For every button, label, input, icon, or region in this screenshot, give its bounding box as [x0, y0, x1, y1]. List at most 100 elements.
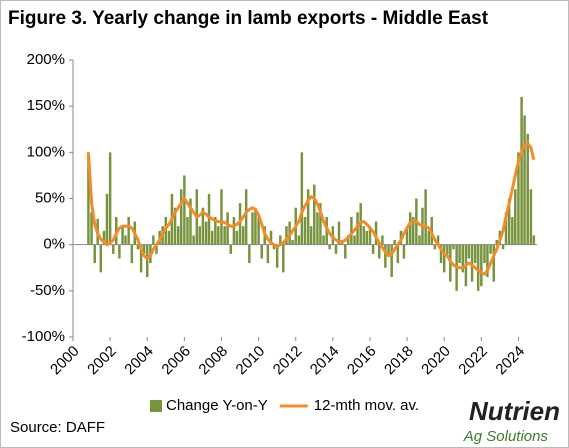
bar: [526, 133, 529, 245]
bar: [183, 175, 186, 245]
bar: [248, 244, 251, 264]
bar: [201, 207, 205, 245]
bar: [220, 189, 223, 245]
bar: [303, 216, 307, 245]
bar: [393, 240, 396, 245]
bar: [476, 244, 480, 291]
y-tick-label: 0%: [43, 236, 65, 253]
bar: [124, 235, 127, 245]
bar: [297, 235, 301, 245]
bar: [214, 216, 217, 245]
bar: [291, 240, 294, 245]
bar: [127, 216, 130, 245]
bar: [306, 189, 310, 245]
bar: [411, 216, 415, 245]
bar: [452, 244, 455, 250]
bar: [179, 189, 183, 245]
bar: [155, 244, 158, 254]
bar: [167, 230, 171, 245]
bar: [257, 216, 260, 245]
bar: [483, 244, 486, 264]
bar: [495, 240, 498, 245]
bar: [238, 203, 242, 245]
bar: [427, 230, 431, 245]
bar: [408, 212, 412, 245]
bar: [492, 244, 495, 282]
bar: [105, 193, 109, 245]
bar: [285, 226, 288, 245]
bar: [313, 184, 316, 245]
bar: [353, 235, 356, 245]
bar: [254, 207, 257, 245]
bar: [371, 244, 375, 254]
bar: [418, 235, 421, 245]
bar: [121, 226, 124, 245]
legend-swatch: [150, 400, 162, 412]
bar: [300, 152, 304, 245]
bar: [309, 226, 313, 245]
source: Source: DAFF: [10, 419, 105, 436]
bar: [204, 221, 208, 245]
bar: [390, 244, 393, 277]
bar: [275, 244, 279, 268]
bar: [139, 244, 143, 273]
bar: [235, 230, 239, 245]
bar: [446, 244, 449, 254]
bar: [387, 244, 390, 254]
bar: [365, 230, 369, 245]
bar: [362, 226, 366, 245]
y-tick-label: 200%: [27, 51, 65, 68]
bar: [260, 244, 263, 259]
bar: [350, 216, 353, 245]
bar: [529, 189, 533, 245]
bar: [374, 221, 378, 245]
bar: [507, 198, 511, 245]
bar: [232, 216, 236, 245]
y-tick-label: 100%: [27, 143, 65, 160]
bar: [152, 235, 155, 245]
bar: [523, 115, 526, 245]
bar: [532, 235, 536, 245]
bar: [279, 235, 282, 245]
bar: [458, 244, 461, 264]
bar: [402, 244, 406, 259]
bar: [142, 244, 146, 254]
bar: [504, 212, 508, 245]
legend-label: Change Y-on-Y: [166, 397, 268, 414]
y-tick-label: -50%: [30, 282, 65, 299]
bar: [282, 244, 285, 273]
bar: [241, 226, 245, 245]
logo-name: Nutrien: [469, 396, 560, 426]
bar: [316, 212, 319, 245]
bar: [93, 244, 96, 264]
bar: [192, 235, 195, 245]
bar: [229, 244, 232, 254]
bar: [319, 203, 322, 245]
bar: [520, 96, 523, 245]
bar: [207, 193, 211, 245]
bar: [223, 226, 226, 245]
bar: [442, 244, 446, 273]
chart-title: Figure 3. Yearly change in lamb exports …: [8, 8, 489, 29]
bar: [381, 235, 384, 245]
bar: [514, 189, 517, 245]
bar: [511, 216, 514, 245]
bar: [489, 244, 492, 254]
y-tick-label: -100%: [22, 328, 65, 345]
bar: [173, 207, 177, 245]
bar: [210, 230, 214, 245]
bar: [176, 226, 180, 245]
bar: [102, 230, 106, 245]
bar: [424, 189, 427, 245]
logo-tagline: Ag Solutions: [463, 428, 549, 445]
bar: [470, 244, 474, 282]
bar: [118, 244, 121, 259]
bar: [384, 244, 387, 268]
bar: [108, 152, 112, 245]
bar: [347, 235, 350, 245]
bar: [334, 244, 338, 254]
bar: [337, 221, 341, 245]
bar: [269, 230, 273, 245]
